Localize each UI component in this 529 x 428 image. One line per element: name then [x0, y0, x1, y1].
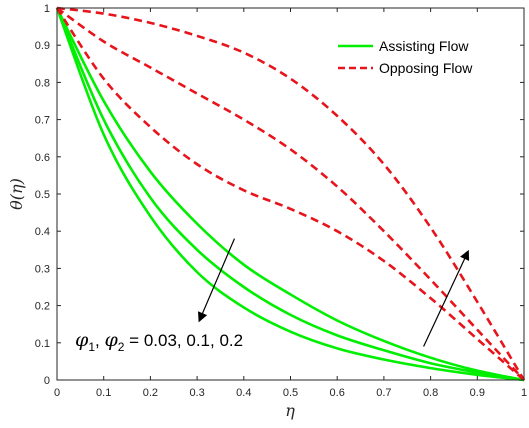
- plot-frame: [56, 7, 525, 381]
- x-tick-label: 0.5: [283, 387, 298, 399]
- legend-label-opposing: Opposing Flow: [379, 60, 473, 76]
- opposing-flow-line-3: [56, 6, 526, 381]
- x-tick-label: 0: [54, 387, 60, 399]
- opposing-flow-line-2: [56, 6, 525, 381]
- x-tick-label: 0.1: [96, 387, 111, 399]
- phi-symbol-2: φ: [104, 329, 118, 351]
- x-tick-label: 0.7: [376, 387, 391, 399]
- parameter-annotation: φ1, φ2 = 0.03, 0.1, 0.2: [75, 329, 243, 354]
- y-tick-label: 0.1: [35, 338, 50, 350]
- x-axis-label: η: [285, 401, 295, 420]
- y-tick-label: 0: [44, 375, 50, 387]
- annotation-separator: ,: [95, 331, 104, 350]
- legend: Assisting Flow Opposing Flow: [330, 32, 510, 80]
- y-tick-label: 0.8: [35, 77, 50, 89]
- series-layer: [55, 6, 526, 382]
- trend-arrow-1: [197, 238, 236, 323]
- assisting-flow-line-3: [55, 7, 525, 382]
- tick-layer: 0 0.1 0.2 0.3 0.4 0.5 0.6 0.7 0.8 0.9 1 0 0.1 0.2 0.3 0…: [35, 3, 527, 399]
- phi-symbol-1: φ: [75, 329, 89, 351]
- x-tick-label: 0.6: [330, 387, 345, 399]
- x-tick-label: 0.2: [143, 387, 158, 399]
- x-tick-label: 1: [521, 387, 527, 399]
- phi-subscript-2: 2: [118, 340, 125, 354]
- assisting-flow-line-1: [55, 7, 525, 382]
- arrow-layer: [197, 238, 470, 347]
- y-tick-label: 0.6: [35, 152, 50, 164]
- y-tick-label: 0.3: [35, 263, 50, 275]
- phi-subscript-1: 1: [88, 340, 95, 354]
- y-tick-label: 1: [44, 3, 50, 15]
- y-tick-label: 0.7: [35, 115, 50, 127]
- legend-box: [330, 32, 510, 80]
- x-tick-label: 0.8: [423, 387, 438, 399]
- x-tick-label: 0.3: [189, 387, 204, 399]
- y-tick-label: 0.2: [35, 301, 50, 313]
- y-axis-label: θ(η): [7, 178, 26, 210]
- x-tick-label: 0.4: [236, 387, 251, 399]
- assisting-flow-line-2: [55, 7, 525, 382]
- y-tick-label: 0.9: [35, 40, 50, 52]
- legend-label-assisting: Assisting Flow: [379, 38, 469, 54]
- annotation-values: = 0.03, 0.1, 0.2: [124, 331, 243, 350]
- y-tick-label: 0.4: [35, 226, 50, 238]
- trend-arrow-2: [423, 249, 470, 347]
- y-tick-label: 0.5: [35, 189, 50, 201]
- x-tick-label: 0.9: [470, 387, 485, 399]
